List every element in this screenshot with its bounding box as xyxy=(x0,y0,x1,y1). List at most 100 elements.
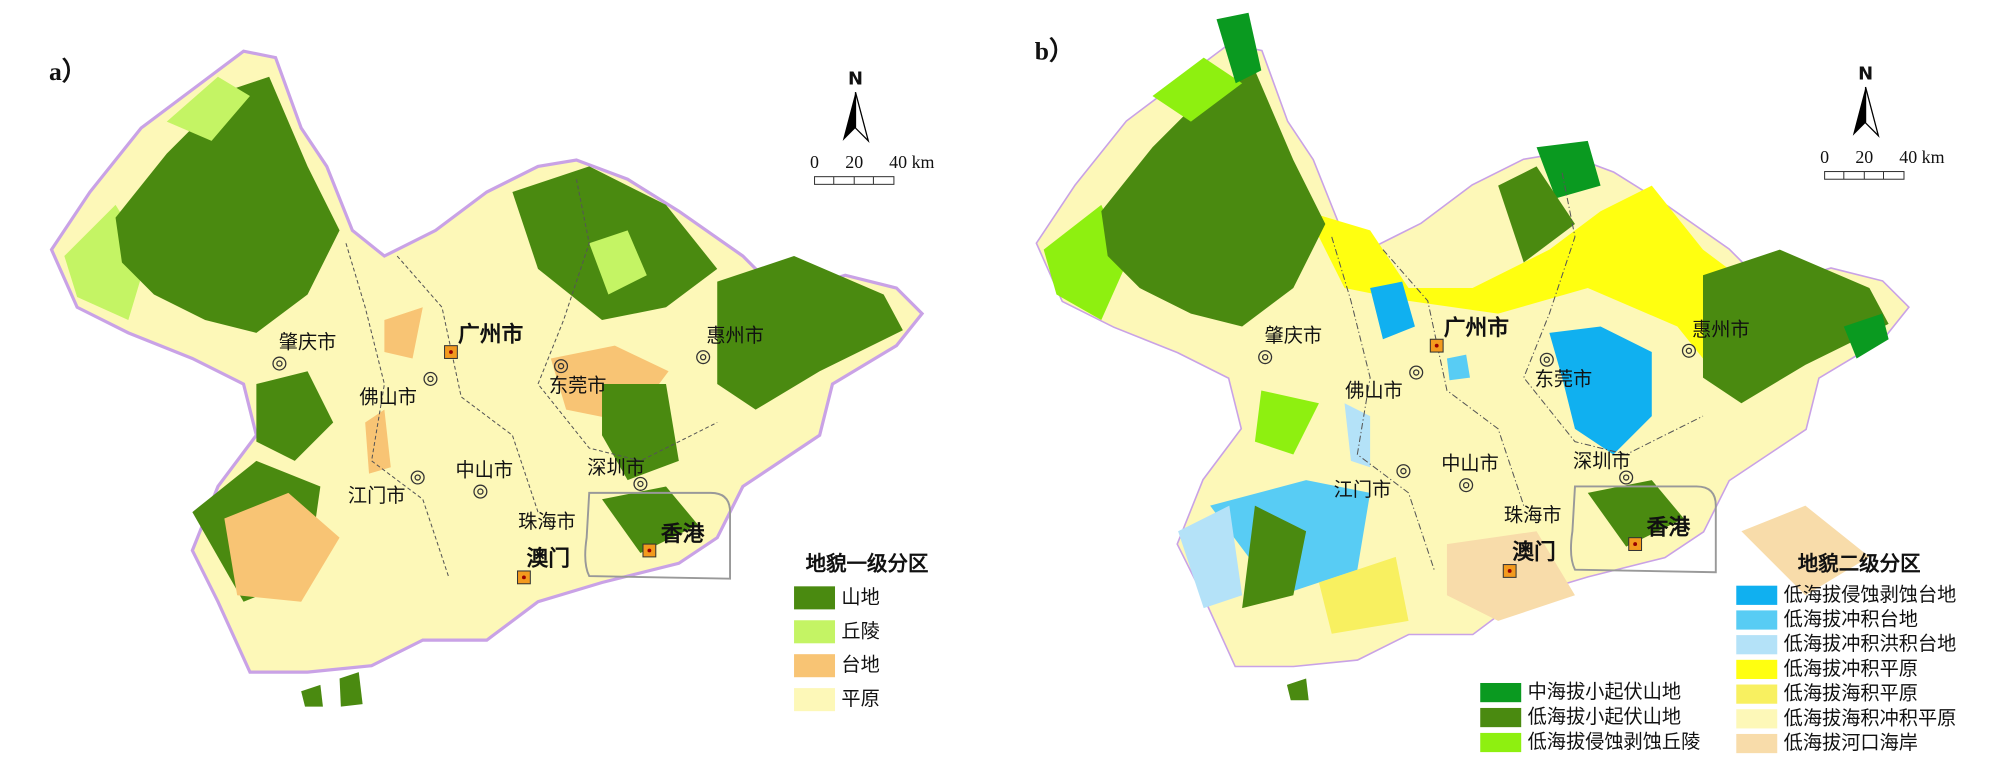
legend-label: 台地 xyxy=(841,653,879,676)
city-label: 珠海市 xyxy=(1504,503,1562,526)
landform-zone xyxy=(339,672,363,707)
legend-swatch xyxy=(1480,707,1522,728)
legend-swatch xyxy=(1480,682,1522,703)
city-label: 肇庆市 xyxy=(279,331,337,354)
city-marker xyxy=(699,353,707,361)
landform-zone xyxy=(1152,57,1243,122)
landform-zone xyxy=(1344,403,1371,468)
capital-marker xyxy=(522,575,526,580)
city-label: 澳门 xyxy=(526,545,570,571)
legend-label: 低海拔侵蚀剥蚀台地 xyxy=(1784,583,1957,606)
legend-label: 低海拔冲积洪积台地 xyxy=(1784,632,1957,655)
capital-marker xyxy=(647,548,652,553)
landform-zone xyxy=(589,230,647,295)
city-label: 中山市 xyxy=(455,459,513,482)
city-label: 佛山市 xyxy=(359,386,417,409)
city-marker xyxy=(554,359,569,374)
city-marker xyxy=(1413,369,1420,376)
city-marker xyxy=(1400,467,1407,475)
city-marker xyxy=(427,375,434,383)
boundary xyxy=(1331,236,1435,570)
north-arrow xyxy=(854,92,870,143)
city-marker xyxy=(1543,356,1551,363)
legend-swatch xyxy=(1736,610,1778,630)
legend-label: 低海拔海积冲积平原 xyxy=(1784,706,1957,729)
landform-zone xyxy=(1254,390,1319,455)
legend-swatch xyxy=(1736,635,1778,655)
city-marker xyxy=(414,474,421,481)
landform-zone xyxy=(1178,505,1243,609)
landform-zone xyxy=(1286,678,1309,701)
city-label: 澳门 xyxy=(1512,539,1555,565)
city-marker xyxy=(1619,470,1634,485)
capital-marker xyxy=(1507,569,1512,573)
landform-zone xyxy=(365,409,391,474)
legend-swatch xyxy=(1736,684,1778,704)
landform-zone xyxy=(384,307,423,359)
landform-zone xyxy=(301,684,323,707)
legend-swatch xyxy=(794,620,836,644)
capital-marker xyxy=(449,350,453,354)
legend-swatch xyxy=(794,688,836,712)
city-label: 肇庆市 xyxy=(1265,324,1323,347)
landform-zone xyxy=(256,371,334,461)
hk-box xyxy=(1570,485,1717,574)
legend-label: 低海拔侵蚀剥蚀丘陵 xyxy=(1528,730,1701,753)
legend-label: 低海拔冲积平原 xyxy=(1784,657,1918,680)
panel-label: a） xyxy=(49,57,87,86)
city-label: 东莞市 xyxy=(1535,368,1593,391)
legend-label: 中海拔小起伏山地 xyxy=(1528,680,1682,703)
legend-swatch xyxy=(794,586,836,610)
north-arrow xyxy=(1864,86,1880,138)
legend-swatch xyxy=(1736,733,1778,754)
landform-zone xyxy=(1702,249,1889,404)
legend-swatch xyxy=(794,654,836,678)
north-label: N xyxy=(1858,63,1873,84)
city-label: 佛山市 xyxy=(1345,379,1403,402)
landform-zone xyxy=(115,76,340,333)
legend-label: 丘陵 xyxy=(841,619,879,642)
city-marker xyxy=(473,484,488,499)
city-label: 江门市 xyxy=(348,484,406,507)
city-label: 深圳市 xyxy=(587,456,645,479)
legend-title: 地貌一级分区 xyxy=(806,552,929,576)
landform-zone xyxy=(224,492,340,602)
city-label: 香港 xyxy=(661,522,705,547)
city-marker xyxy=(272,356,287,371)
scale-label: 20 xyxy=(845,152,863,172)
landform-zone xyxy=(1306,185,1819,391)
north-label: N xyxy=(848,68,863,89)
city-label: 江门市 xyxy=(1334,478,1392,501)
city-marker xyxy=(1258,350,1273,365)
legend-swatch xyxy=(1736,659,1778,680)
legend-label: 低海拔小起伏山地 xyxy=(1528,705,1682,728)
city-marker xyxy=(633,476,648,491)
city-label: 广州市 xyxy=(1444,315,1509,341)
city-marker xyxy=(1681,343,1696,358)
scale-label: 40 km xyxy=(1899,147,1944,167)
legend-label: 低海拔冲积台地 xyxy=(1784,608,1918,631)
boundary xyxy=(1382,249,1525,506)
landform-zone xyxy=(1318,556,1409,634)
landform-zone xyxy=(166,76,250,141)
city-marker xyxy=(696,350,711,365)
city-marker xyxy=(1539,352,1554,367)
landform-zone xyxy=(1587,480,1684,547)
legend-label: 平原 xyxy=(841,687,879,710)
boundary xyxy=(396,255,539,513)
scale-label: 20 xyxy=(1855,147,1873,167)
city-marker xyxy=(637,480,644,488)
city-label: 深圳市 xyxy=(1573,450,1631,473)
capital-marker xyxy=(1633,542,1638,547)
legend-title: 地貌二级分区 xyxy=(1798,552,1921,576)
landform-zone xyxy=(1549,326,1652,455)
north-arrow xyxy=(842,92,856,141)
landform-zone xyxy=(1216,12,1262,84)
city-marker xyxy=(1622,474,1630,481)
north-arrow xyxy=(1852,87,1866,136)
panel-label: b） xyxy=(1035,37,1075,66)
legend-label: 低海拔河口海岸 xyxy=(1784,731,1918,754)
